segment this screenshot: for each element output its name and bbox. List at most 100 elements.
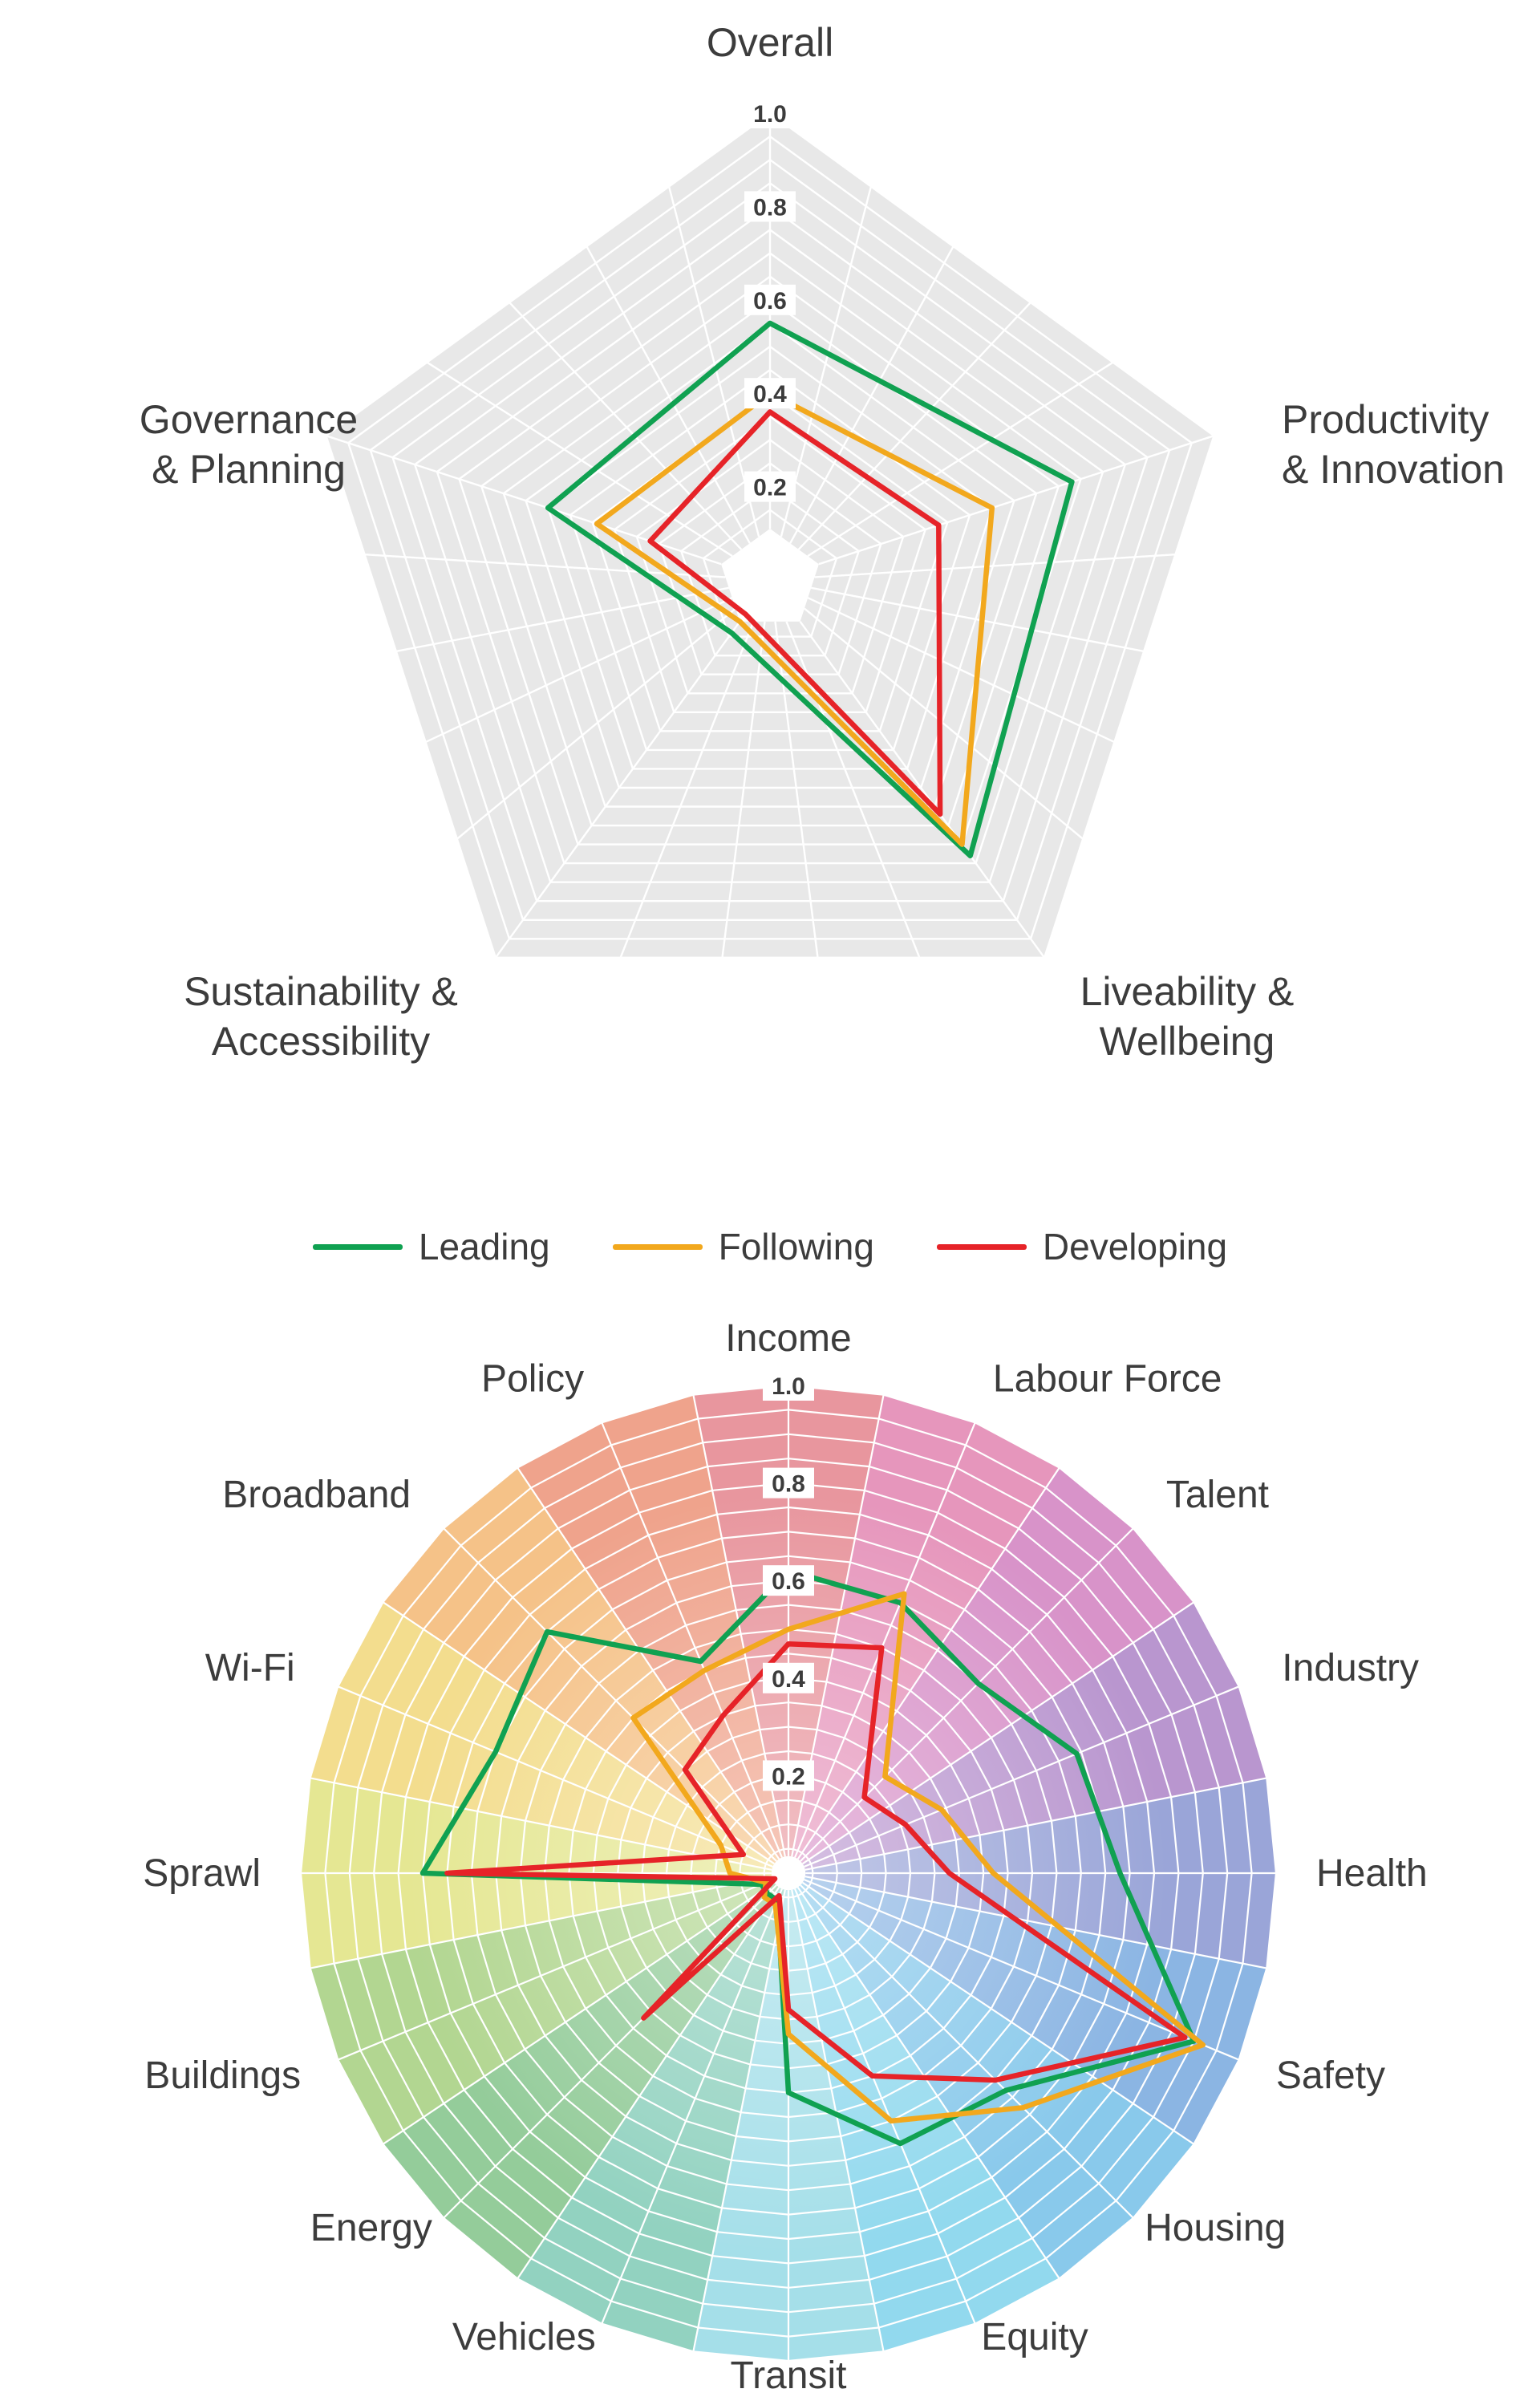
grid-spoke	[807, 361, 1114, 558]
axis-label-energy: Energy	[310, 2207, 432, 2249]
tick-box	[763, 1370, 814, 1401]
grid-spoke	[802, 1881, 1195, 2145]
series-leading-line	[419, 1568, 1197, 2147]
tick-box	[744, 191, 796, 222]
grid-ring	[391, 181, 1149, 902]
axis-label-productivity-innovation: Productivity	[1282, 397, 1489, 442]
legend-label-following: Following	[718, 1226, 874, 1267]
axis-label-sustainability-accessibility: Sustainability &	[184, 969, 458, 1014]
axis-label-governance-planning: Governance	[140, 397, 358, 442]
axis-label-liveability-wellbeing: Wellbeing	[1100, 1019, 1275, 1064]
grid-ring	[525, 322, 1015, 789]
tick-label: 0.4	[772, 1666, 805, 1693]
grid-ring	[658, 462, 882, 675]
grid-spoke	[804, 607, 1084, 840]
tick-box	[763, 1467, 814, 1499]
tick-label: 1.0	[772, 1373, 805, 1400]
grid-spoke	[796, 1887, 1060, 2280]
axis-label-policy: Policy	[481, 1358, 584, 1401]
axis-label-equity: Equity	[981, 2316, 1088, 2358]
grid-spoke	[721, 621, 766, 958]
tick-box	[763, 1760, 814, 1791]
axis-label-health: Health	[1316, 1852, 1428, 1895]
grid-spoke	[310, 1777, 772, 1871]
tick-box	[763, 1565, 814, 1596]
grid-center-hole	[721, 529, 819, 622]
tick-label: 0.2	[753, 475, 787, 501]
grid-spoke	[337, 1879, 773, 2061]
tick-box	[744, 378, 796, 409]
grid-spoke	[443, 1527, 777, 1862]
axis-label-transit: Transit	[731, 2354, 847, 2397]
grid-spoke	[802, 1601, 1195, 1865]
grid-spoke	[310, 1876, 772, 1969]
grid-ring	[569, 368, 971, 752]
series-following-line	[594, 390, 995, 847]
tick-label: 0.2	[772, 1763, 805, 1790]
grid-spoke	[426, 361, 733, 558]
grid-ring	[613, 415, 927, 713]
legend-label-leading: Leading	[418, 1226, 550, 1267]
wheel-radar-chart: 0.2 0.4 0.6 0.8 1.0 Income Labour Force Talent I…	[143, 1317, 1427, 2397]
grid-spoke	[601, 1888, 783, 2325]
axis-label-liveability-wellbeing: Liveability &	[1080, 969, 1295, 1014]
grid-spoke	[807, 597, 1115, 744]
grid-ring	[458, 252, 1082, 846]
grid-spoke	[800, 1527, 1134, 1862]
axis-label-labour-force: Labour Force	[993, 1358, 1222, 1401]
grid-spoke	[799, 621, 1046, 959]
grid-spoke	[818, 435, 1214, 566]
grid-spoke	[796, 1466, 1060, 1860]
grid-spoke	[794, 1422, 976, 1858]
axis-label-overall: Overall	[707, 20, 833, 65]
tick-label: 0.8	[753, 194, 787, 221]
grid-ring	[436, 229, 1104, 865]
legend-label-developing: Developing	[1042, 1226, 1228, 1267]
grid-spoke	[789, 245, 954, 544]
tick-box	[744, 471, 796, 502]
tick-box	[763, 1662, 814, 1693]
series-developing-line	[647, 409, 943, 817]
tick-label: 0.8	[772, 1471, 805, 1498]
grid-spoke	[804, 1777, 1267, 1871]
grid-spoke	[804, 1685, 1240, 1868]
tick-box	[744, 98, 796, 128]
grid-spoke	[337, 1685, 773, 1868]
grid-ring	[546, 345, 994, 770]
grid-ring	[679, 485, 861, 657]
axis-label-talent: Talent	[1166, 1474, 1269, 1516]
grid-spoke	[794, 1888, 976, 2325]
axis-label-income: Income	[725, 1317, 851, 1360]
grid-spoke	[382, 1881, 775, 2145]
axis-label-sprawl: Sprawl	[143, 1852, 261, 1895]
tick-box	[744, 284, 796, 315]
grid-spoke	[382, 1601, 775, 1865]
axis-label-governance-planning: & Planning	[152, 447, 346, 492]
axis-label-buildings: Buildings	[144, 2054, 301, 2097]
axis-label-broadband: Broadband	[222, 1474, 411, 1516]
grid-spoke	[797, 302, 1031, 550]
axis-label-housing: Housing	[1145, 2207, 1286, 2249]
grid-spoke	[814, 554, 1176, 578]
tick-label: 0.6	[772, 1568, 805, 1595]
axis-label-sustainability-accessibility: Accessibility	[212, 1019, 430, 1064]
legend-line-swatch-following	[612, 1243, 703, 1250]
grid-spoke	[800, 1884, 1134, 2219]
grid-spoke	[517, 1466, 780, 1860]
grid-spoke	[780, 186, 873, 537]
grid-ring	[413, 205, 1127, 883]
grid-spoke	[667, 186, 760, 537]
legend-item-following: Following	[612, 1226, 874, 1267]
legend-line-swatch-leading	[312, 1243, 403, 1250]
grid-spoke	[601, 1422, 783, 1858]
axis-label-productivity-innovation: & Innovation	[1282, 447, 1505, 492]
grid-spoke	[586, 245, 751, 544]
series-developing-line	[444, 1641, 1188, 2083]
tick-label: 0.4	[753, 381, 787, 408]
chart-legend: Leading Following Developing	[0, 1223, 1540, 1271]
grid-ring	[591, 391, 949, 732]
tick-label: 0.6	[753, 288, 787, 314]
axis-label-safety: Safety	[1276, 2054, 1385, 2097]
grid-spoke	[804, 1876, 1267, 1969]
